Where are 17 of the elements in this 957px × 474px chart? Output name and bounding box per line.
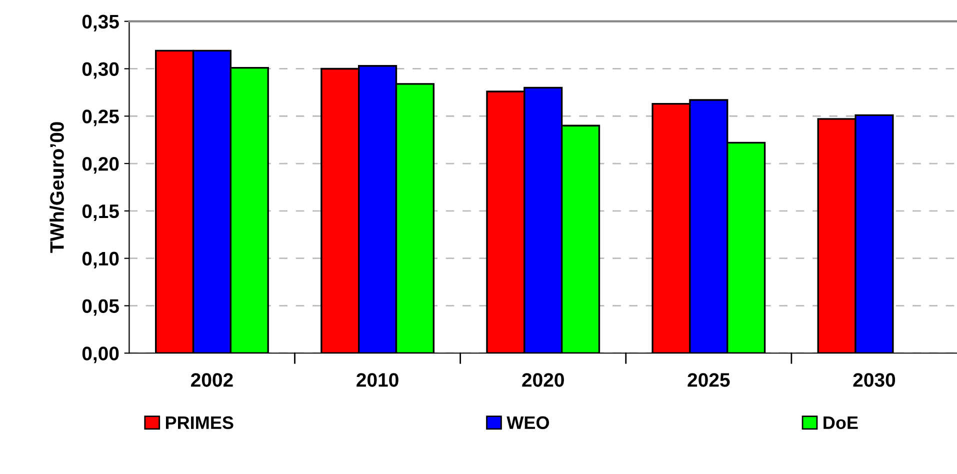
y-tick-label: 0,25 <box>82 110 119 126</box>
y-tick-label: 0,30 <box>82 62 119 79</box>
y-tick-label: 0,00 <box>82 346 119 364</box>
y-axis-title: TWh/Geuro’00 <box>50 122 64 253</box>
y-tick-label: 0,35 <box>82 14 119 32</box>
x-tick-label: 2020 <box>522 373 564 387</box>
legend-label: WEO <box>506 416 549 430</box>
legend-label: PRIMES <box>166 416 234 430</box>
x-tick-label: 2002 <box>191 373 233 387</box>
y-tick-label: 0,10 <box>82 252 119 268</box>
x-tick-label: 2030 <box>853 373 896 387</box>
legend-label: DoE <box>824 416 858 430</box>
x-tick-label: 2025 <box>688 373 730 387</box>
y-tick-label: 0,15 <box>82 204 119 221</box>
y-tick-label: 0,20 <box>82 157 119 174</box>
x-tick-label: 2010 <box>356 373 398 387</box>
y-tick-label: 0,05 <box>82 299 119 316</box>
